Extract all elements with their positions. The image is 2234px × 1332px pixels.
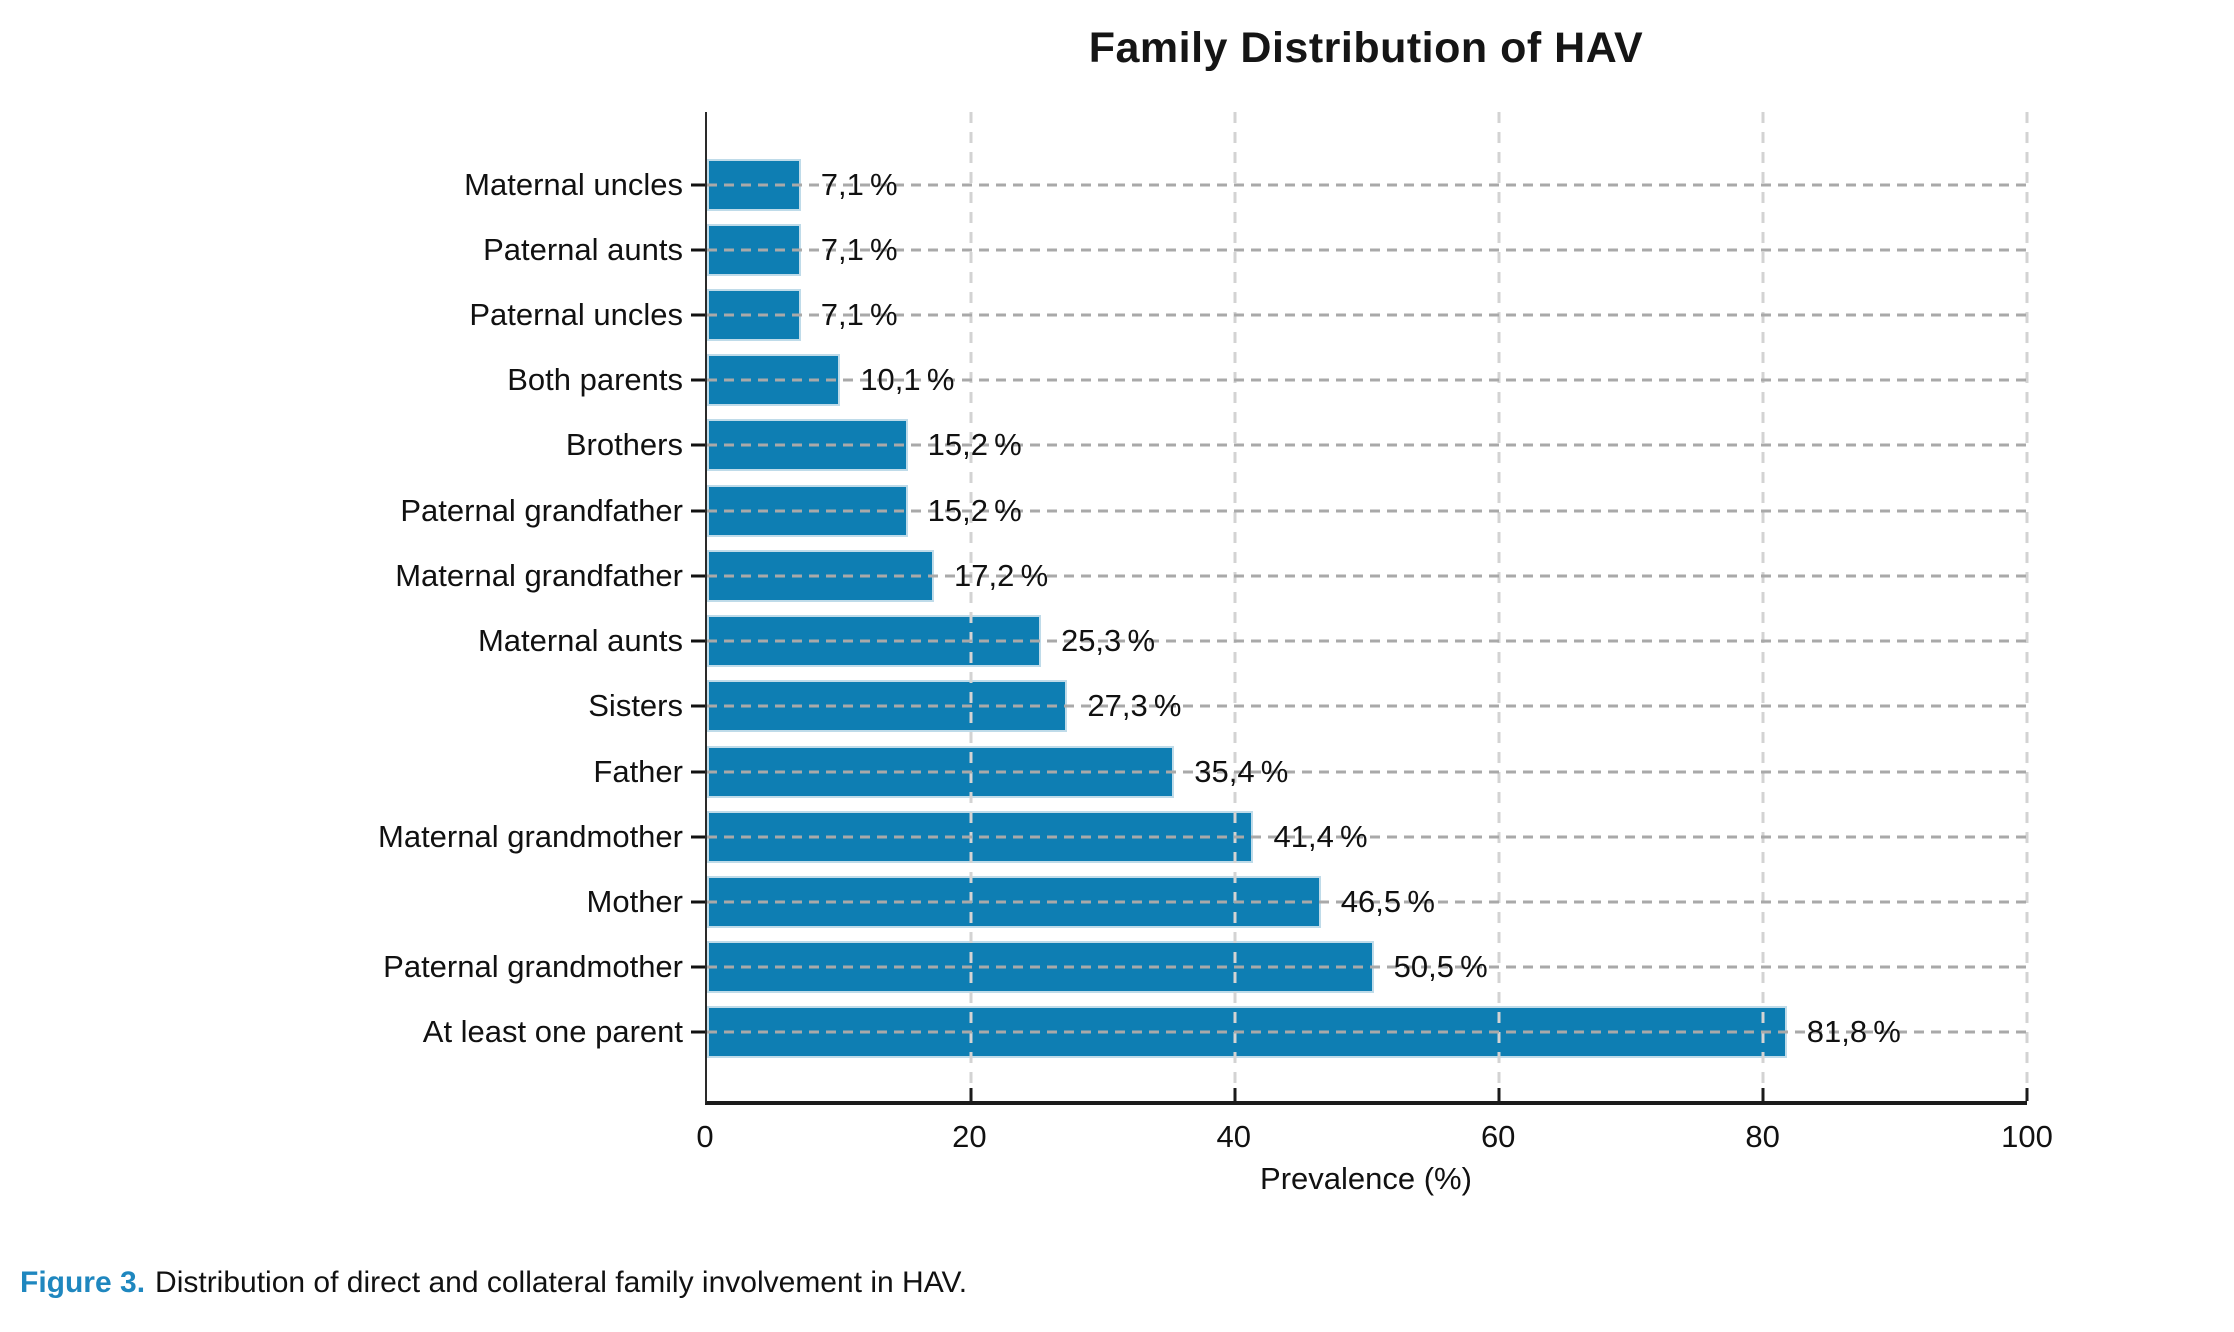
value-label: 15,2 % — [927, 492, 1022, 528]
category-label: Brothers — [565, 427, 683, 463]
horizontal-gridline — [707, 313, 2027, 317]
value-label: 15,2 % — [927, 427, 1022, 463]
bar-row: Mother 46,5 % — [587, 869, 2027, 934]
bar-row: Sisters 27,3 % — [588, 674, 2027, 739]
bar — [707, 289, 801, 342]
bar — [707, 223, 801, 276]
bar-row: Brothers 15,2 % — [566, 413, 2027, 478]
category-label: Paternal uncles — [469, 297, 683, 333]
value-label: 25,3 % — [1060, 623, 1156, 659]
bar — [707, 354, 841, 407]
bar — [707, 549, 935, 602]
bar — [707, 941, 1374, 994]
x-axis-tick-label: 80 — [1745, 1119, 1780, 1154]
category-label: Paternal grandmother — [383, 949, 683, 985]
value-label: 35,4 % — [1194, 753, 1289, 789]
value-label: 27,3 % — [1087, 688, 1182, 724]
bar-row: Maternal grandfather 17,2 % — [395, 543, 2027, 608]
bar-row: Paternal uncles 7,1 % — [469, 282, 2027, 347]
y-axis-tick — [691, 574, 705, 578]
bar — [707, 680, 1068, 733]
bar — [707, 419, 908, 472]
x-axis-tick — [2025, 1088, 2029, 1101]
bar-row: Maternal grandmother 41,4 % — [378, 804, 2027, 869]
category-label: Both parents — [507, 362, 683, 398]
x-axis-tick — [1497, 1088, 1501, 1101]
caption-text: Distribution of direct and collateral fa… — [155, 1266, 968, 1299]
y-axis-tick — [691, 770, 705, 774]
category-label: Mother — [586, 884, 683, 920]
bar-row: Paternal aunts 7,1 % — [483, 217, 2027, 282]
y-axis-tick — [691, 509, 705, 513]
x-axis-tick-label: 60 — [1480, 1119, 1516, 1154]
value-label: 7,1 % — [820, 231, 898, 267]
x-axis-tick — [1761, 1088, 1765, 1101]
caption-figure-number: Figure 3. — [20, 1266, 146, 1299]
category-label: Paternal grandfather — [400, 492, 683, 528]
bar-row: Father 35,4 % — [593, 739, 2027, 804]
y-axis-tick — [691, 313, 705, 317]
value-label: 46,5 % — [1340, 884, 1435, 920]
bar — [707, 810, 1254, 863]
bar-row: At least one parent 81,8 % — [423, 1000, 2027, 1065]
y-axis-tick — [691, 443, 705, 447]
horizontal-gridline — [707, 183, 2027, 187]
x-axis-tick-label: 20 — [952, 1119, 987, 1154]
plot-area: Maternal uncles 7,1 % Paternal aunts 7,1… — [378, 112, 2029, 1105]
x-axis-tick-label: 100 — [2001, 1119, 2053, 1154]
y-axis-tick — [691, 900, 705, 904]
value-label: 7,1 % — [820, 166, 898, 202]
category-label: Maternal uncles — [464, 166, 683, 202]
y-axis-tick — [691, 378, 705, 382]
x-axis-tick — [969, 1088, 973, 1101]
y-axis-tick — [691, 248, 705, 252]
x-axis-tick-labels: 0 20 40 60 80 100 — [696, 1119, 2052, 1159]
bar-row: Paternal grandfather 15,2 % — [400, 478, 2027, 543]
category-label: Maternal aunts — [477, 623, 683, 659]
x-axis-label: Prevalence (%) — [1260, 1161, 1472, 1196]
x-axis-tick-label: 0 — [696, 1119, 714, 1154]
bar — [707, 615, 1041, 668]
y-axis-tick — [691, 835, 705, 839]
category-label: At least one parent — [422, 1014, 683, 1050]
y-axis-tick — [691, 183, 705, 187]
category-label: Sisters — [588, 688, 683, 724]
figure-caption: Figure 3. Distribution of direct and coll… — [20, 1266, 967, 1300]
bar — [707, 1006, 1787, 1059]
category-label: Maternal grandmother — [378, 818, 683, 854]
category-label: Maternal grandfather — [395, 557, 683, 593]
bar — [707, 158, 801, 211]
bar — [707, 876, 1321, 929]
value-label: 81,8 % — [1806, 1014, 1901, 1050]
bar-row: Maternal aunts 25,3 % — [478, 609, 2027, 674]
horizontal-gridline — [707, 248, 2027, 252]
bar — [707, 484, 908, 537]
category-label: Paternal aunts — [483, 231, 683, 267]
bar — [707, 745, 1175, 798]
value-label: 10,1 % — [860, 362, 955, 398]
bar-row: Paternal grandmother 50,5 % — [383, 935, 2027, 1000]
value-label: 50,5 % — [1393, 949, 1488, 985]
y-axis-tick — [691, 639, 705, 643]
value-label: 7,1 % — [820, 297, 898, 333]
bar-rows: Maternal uncles 7,1 % Paternal aunts 7,1… — [378, 152, 2027, 1065]
y-axis-tick — [691, 704, 705, 708]
value-label: 41,4 % — [1273, 818, 1368, 854]
bar-row: Maternal uncles 7,1 % — [464, 152, 2027, 217]
y-axis-tick — [691, 965, 705, 969]
x-axis-tick-label: 40 — [1216, 1119, 1252, 1154]
chart-title: Family Distribution of HAV — [1088, 24, 1644, 72]
value-label: 17,2 % — [954, 557, 1049, 593]
x-axis-tick — [1233, 1088, 1237, 1101]
y-axis-tick — [691, 1030, 705, 1034]
category-label: Father — [593, 753, 683, 789]
bar-row: Both parents 10,1 % — [507, 348, 2027, 413]
